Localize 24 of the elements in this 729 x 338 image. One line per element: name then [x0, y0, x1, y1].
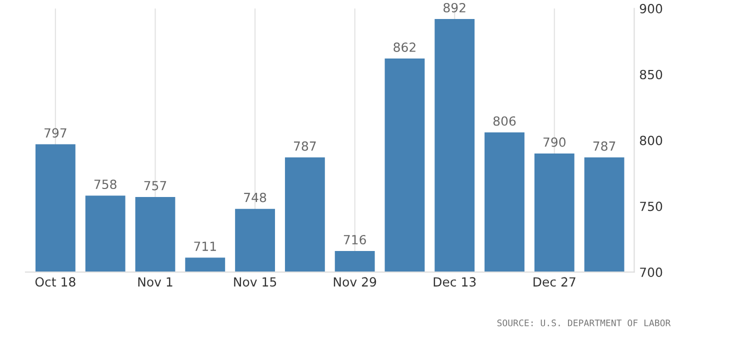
x-tick-label: Nov 1: [138, 277, 172, 287]
x-tick-label: Dec 27: [534, 277, 576, 287]
y-tick-label: 750: [640, 202, 662, 212]
data-label: 892: [444, 2, 466, 12]
x-tick-label: Nov 29: [334, 277, 376, 287]
y-tick-label: 900: [640, 4, 662, 14]
x-tick-label: Oct 18: [35, 277, 76, 287]
data-label: 797: [44, 128, 66, 138]
y-tick-label: 800: [640, 136, 662, 146]
data-label: 757: [144, 181, 166, 190]
x-tick-label: Nov 15: [234, 277, 276, 287]
data-label: 787: [593, 141, 616, 151]
y-tick-label: 700: [640, 268, 662, 278]
data-label: 711: [194, 242, 216, 251]
data-label: 862: [394, 42, 416, 52]
x-tick-label: Dec 13: [434, 277, 476, 287]
data-label: 787: [294, 141, 316, 151]
source-note: SOURCE: U.S. DEPARTMENT OF LABOR: [497, 319, 671, 326]
data-label: 806: [493, 116, 516, 126]
data-label: 716: [344, 234, 366, 244]
data-label: 748: [244, 192, 266, 202]
y-tick-label: 850: [640, 70, 662, 80]
data-label: 758: [94, 180, 116, 190]
data-label: 790: [543, 137, 566, 147]
